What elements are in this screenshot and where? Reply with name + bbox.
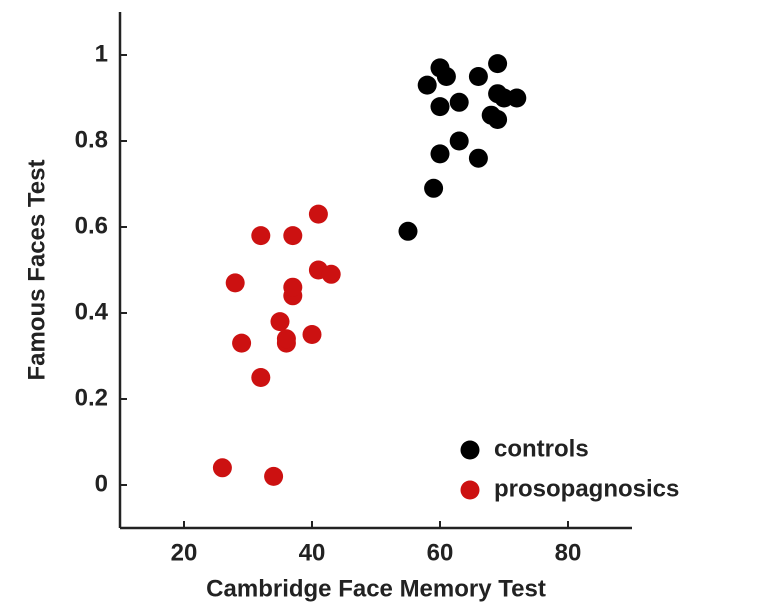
point (468, 148, 488, 168)
point (232, 333, 252, 353)
x-axis-label: Cambridge Face Memory Test (206, 575, 546, 602)
point (449, 92, 469, 112)
point (430, 97, 450, 117)
point (225, 273, 245, 293)
point (264, 466, 284, 486)
point (283, 277, 303, 297)
legend-label: prosopagnosics (494, 475, 679, 502)
point (212, 458, 232, 478)
point (468, 67, 488, 86)
legend-marker (460, 440, 480, 460)
x-tick-label: 80 (555, 539, 582, 566)
point (308, 204, 328, 224)
point (276, 329, 296, 349)
point (430, 144, 450, 164)
point (488, 110, 508, 129)
point (436, 67, 456, 86)
point (424, 178, 444, 198)
point (251, 368, 271, 387)
point (449, 131, 469, 151)
point (283, 226, 303, 246)
point (321, 264, 341, 284)
point (251, 226, 271, 246)
legend-marker (460, 480, 480, 500)
point (488, 54, 508, 74)
y-axis-label: Famous Faces Test (23, 160, 50, 381)
y-tick-label: 0.2 (75, 384, 108, 411)
point (494, 88, 514, 108)
x-tick-label: 40 (299, 539, 326, 566)
y-tick-label: 1 (95, 40, 108, 67)
y-tick-label: 0.4 (75, 298, 109, 325)
y-tick-label: 0.6 (75, 212, 108, 239)
legend-label: controls (494, 435, 589, 462)
y-tick-label: 0 (95, 470, 108, 497)
y-tick-label: 0.8 (75, 126, 108, 153)
x-tick-label: 60 (427, 539, 454, 566)
point (302, 325, 322, 344)
point (270, 312, 290, 332)
point (417, 75, 437, 95)
x-tick-label: 20 (171, 539, 198, 566)
point (398, 221, 418, 241)
